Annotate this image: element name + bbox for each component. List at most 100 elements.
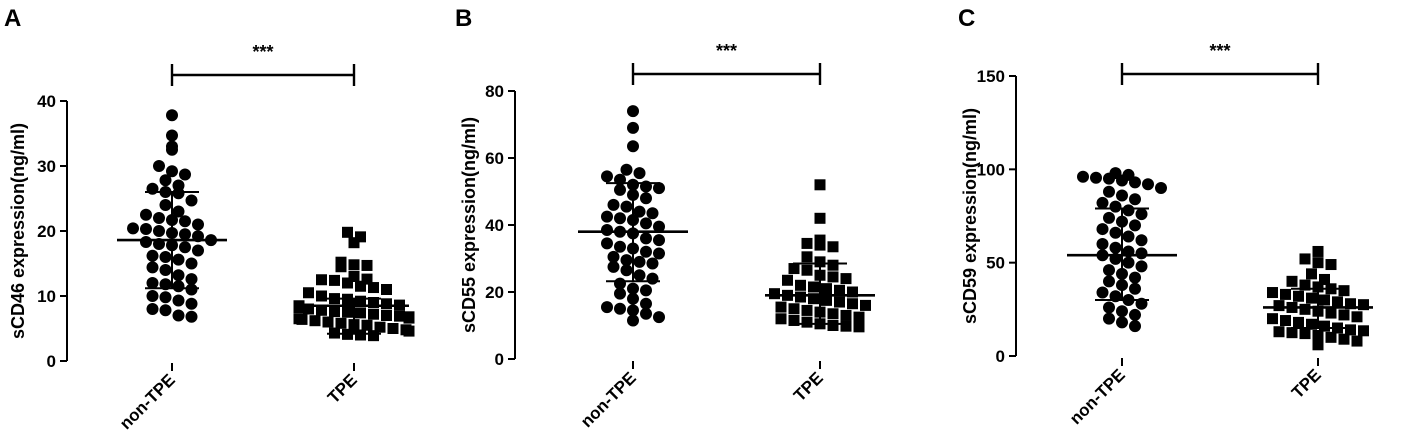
data-point-circle [172, 280, 185, 293]
data-point-circle [185, 257, 198, 270]
data-point-square [827, 308, 839, 320]
data-point-circle [166, 129, 178, 142]
data-point-square [775, 301, 787, 313]
data-point-circle [1096, 196, 1109, 209]
data-point-circle [1122, 256, 1135, 269]
y-tick-label: 40 [37, 92, 56, 111]
data-point-square [775, 313, 787, 325]
significance-bracket [631, 63, 822, 85]
data-point-square [1267, 287, 1278, 299]
data-point-circle [153, 212, 165, 224]
data-point-circle [607, 198, 620, 211]
data-point-circle [601, 301, 613, 314]
x-category-label: TPE [324, 370, 361, 407]
data-point-square [381, 310, 392, 321]
data-point-circle [1129, 193, 1141, 206]
data-point-circle [614, 212, 626, 225]
data-point-square [316, 304, 327, 316]
data-point-circle [646, 272, 659, 285]
data-point-circle [172, 269, 185, 282]
data-point-circle [1135, 208, 1148, 221]
data-point-circle [607, 250, 620, 263]
data-point-circle [172, 294, 185, 307]
data-point-square [1299, 279, 1311, 291]
data-point-circle [1109, 241, 1122, 254]
data-point-square [381, 284, 392, 295]
data-point-circle [627, 282, 639, 295]
data-point-circle [620, 163, 633, 176]
data-point-circle [653, 234, 665, 247]
data-point-square [834, 296, 845, 308]
y-tick-label: 60 [485, 149, 504, 168]
data-point-circle [614, 183, 626, 196]
data-point-circle [601, 237, 613, 250]
data-point-square [316, 274, 327, 286]
data-point-square [1338, 333, 1350, 345]
data-point-circle [1096, 238, 1109, 250]
data-point-circle [185, 283, 198, 296]
data-point-circle [127, 222, 139, 235]
data-point-square [361, 259, 373, 271]
data-point-square [1345, 298, 1356, 310]
data-point-square [335, 317, 347, 329]
data-point-circle [614, 240, 626, 253]
y-tick-label: 80 [485, 82, 504, 101]
data-point-square [403, 325, 415, 337]
data-point-square [1306, 268, 1317, 280]
data-point-square [348, 259, 360, 271]
data-point-square [1312, 257, 1324, 269]
data-point-square [1312, 281, 1324, 293]
data-point-square [1286, 327, 1298, 339]
significance-label: *** [716, 41, 737, 61]
data-point-square [827, 241, 839, 253]
data-point-circle [633, 167, 646, 180]
data-point-circle [653, 311, 665, 324]
data-point-square [342, 277, 353, 289]
data-point-circle [159, 304, 172, 317]
data-point-square [847, 298, 858, 310]
data-point-circle [601, 210, 613, 223]
data-point-circle [1103, 301, 1115, 314]
data-point-circle [172, 205, 185, 218]
data-point-circle [179, 215, 191, 228]
data-point-square [1312, 245, 1324, 257]
data-point-square [1319, 273, 1330, 285]
data-point-circle [146, 249, 159, 262]
y-tick-label: 20 [485, 283, 504, 302]
data-point-circle [646, 257, 659, 270]
data-point-square [840, 273, 852, 285]
data-point-square [1280, 288, 1291, 300]
data-point-circle [640, 192, 652, 205]
significance-label: *** [1209, 41, 1230, 61]
data-point-square [1325, 259, 1337, 271]
data-point-circle [1116, 189, 1128, 202]
data-point-square [1267, 313, 1278, 325]
data-point-circle [640, 284, 652, 297]
data-point-square [801, 251, 813, 263]
data-point-circle [1116, 316, 1128, 329]
data-point-square [368, 282, 379, 294]
data-point-circle [620, 264, 633, 277]
data-point-circle [601, 224, 613, 237]
data-point-square [316, 290, 327, 302]
data-point-circle [159, 174, 172, 187]
data-point-square [1312, 339, 1324, 351]
data-point-circle [159, 264, 172, 276]
data-point-square [821, 283, 832, 295]
panel-letter: A [4, 5, 21, 32]
data-point-square [1351, 335, 1363, 347]
data-point-square [374, 321, 386, 333]
data-point-circle [1090, 171, 1102, 184]
data-point-circle [1135, 260, 1148, 273]
data-point-square [1299, 328, 1311, 340]
data-point-square [1325, 307, 1337, 319]
data-point-square [355, 307, 366, 319]
data-point-circle [185, 273, 198, 286]
data-point-square [355, 295, 366, 307]
data-point-square [808, 293, 819, 305]
data-point-square [381, 298, 392, 310]
data-point-circle [146, 290, 159, 302]
data-point-circle [179, 168, 191, 181]
data-point-square [795, 279, 806, 291]
data-point-square [394, 310, 405, 322]
